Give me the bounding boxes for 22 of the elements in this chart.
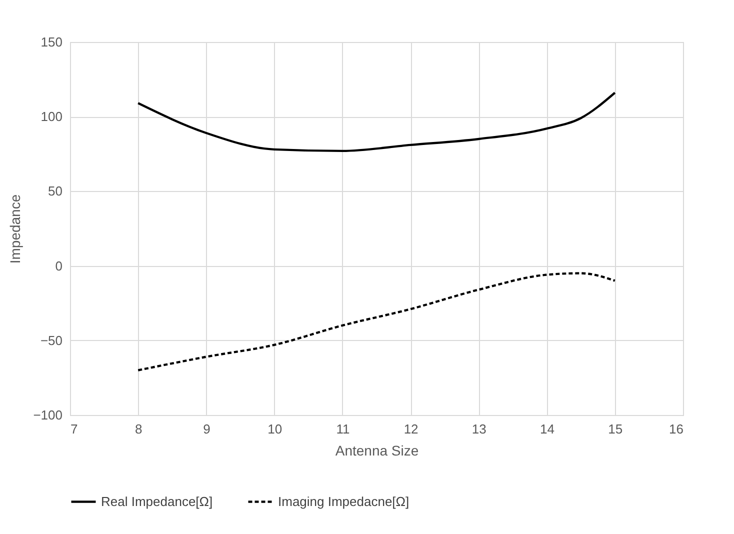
legend-label: Real Impedance[Ω]: [101, 494, 213, 509]
y-tick-label: 100: [40, 109, 62, 124]
x-axis-title: Antenna Size: [335, 442, 419, 458]
x-tick-label: 12: [404, 422, 418, 436]
x-tick-label: 10: [268, 422, 282, 436]
y-tick-label: 50: [48, 184, 62, 199]
legend-label: Imaging Impedacne[Ω]: [278, 494, 410, 509]
x-tick-label: 7: [70, 422, 78, 436]
y-tick-label: −50: [40, 332, 62, 348]
x-tick-label: 15: [608, 422, 623, 436]
line-series: [137, 92, 616, 152]
y-axis-title: Impedance: [7, 194, 24, 264]
x-tick-label: 11: [336, 422, 350, 436]
y-tick-label: 150: [40, 34, 62, 50]
y-tick-label: −100: [33, 408, 62, 422]
line-series: [137, 272, 616, 372]
x-tick-label: 14: [540, 422, 555, 436]
x-tick-label: 13: [472, 422, 486, 436]
y-tick-label: 0: [55, 258, 62, 274]
x-tick-label: 9: [203, 422, 210, 436]
x-tick-label: 8: [134, 422, 142, 436]
x-tick-label: 16: [669, 422, 684, 436]
